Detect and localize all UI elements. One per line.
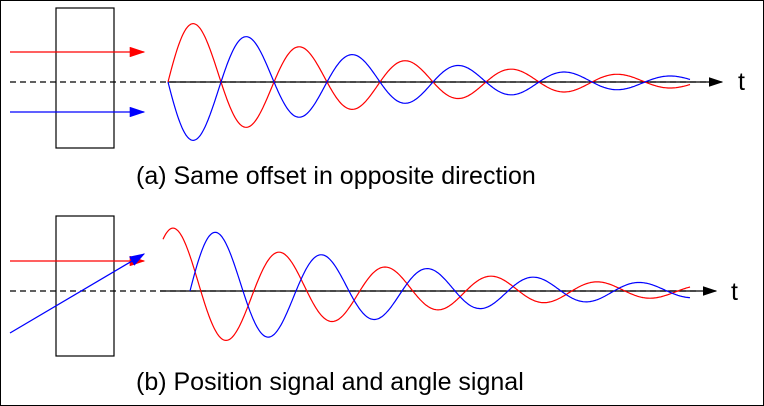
panel-a-caption: (a) Same offset in opposite direction xyxy=(136,162,536,190)
panel-a-blue-oscillation xyxy=(167,36,691,142)
panel-b-red-oscillation xyxy=(162,227,691,342)
panel-b-caption: (b) Position signal and angle signal xyxy=(136,368,524,396)
panel-a xyxy=(10,7,724,149)
panel-a-red-oscillation xyxy=(167,22,691,128)
panel-b-blue-oscillation xyxy=(189,231,691,338)
panel-b-blue-beam-arrow xyxy=(9,253,146,334)
panel-b-magnet-box xyxy=(55,215,115,357)
panel-a-magnet-box xyxy=(55,7,115,149)
panel-a-axis-label: t xyxy=(738,68,745,96)
panel-b-axis-label: t xyxy=(731,278,738,306)
panel-b xyxy=(9,215,718,357)
